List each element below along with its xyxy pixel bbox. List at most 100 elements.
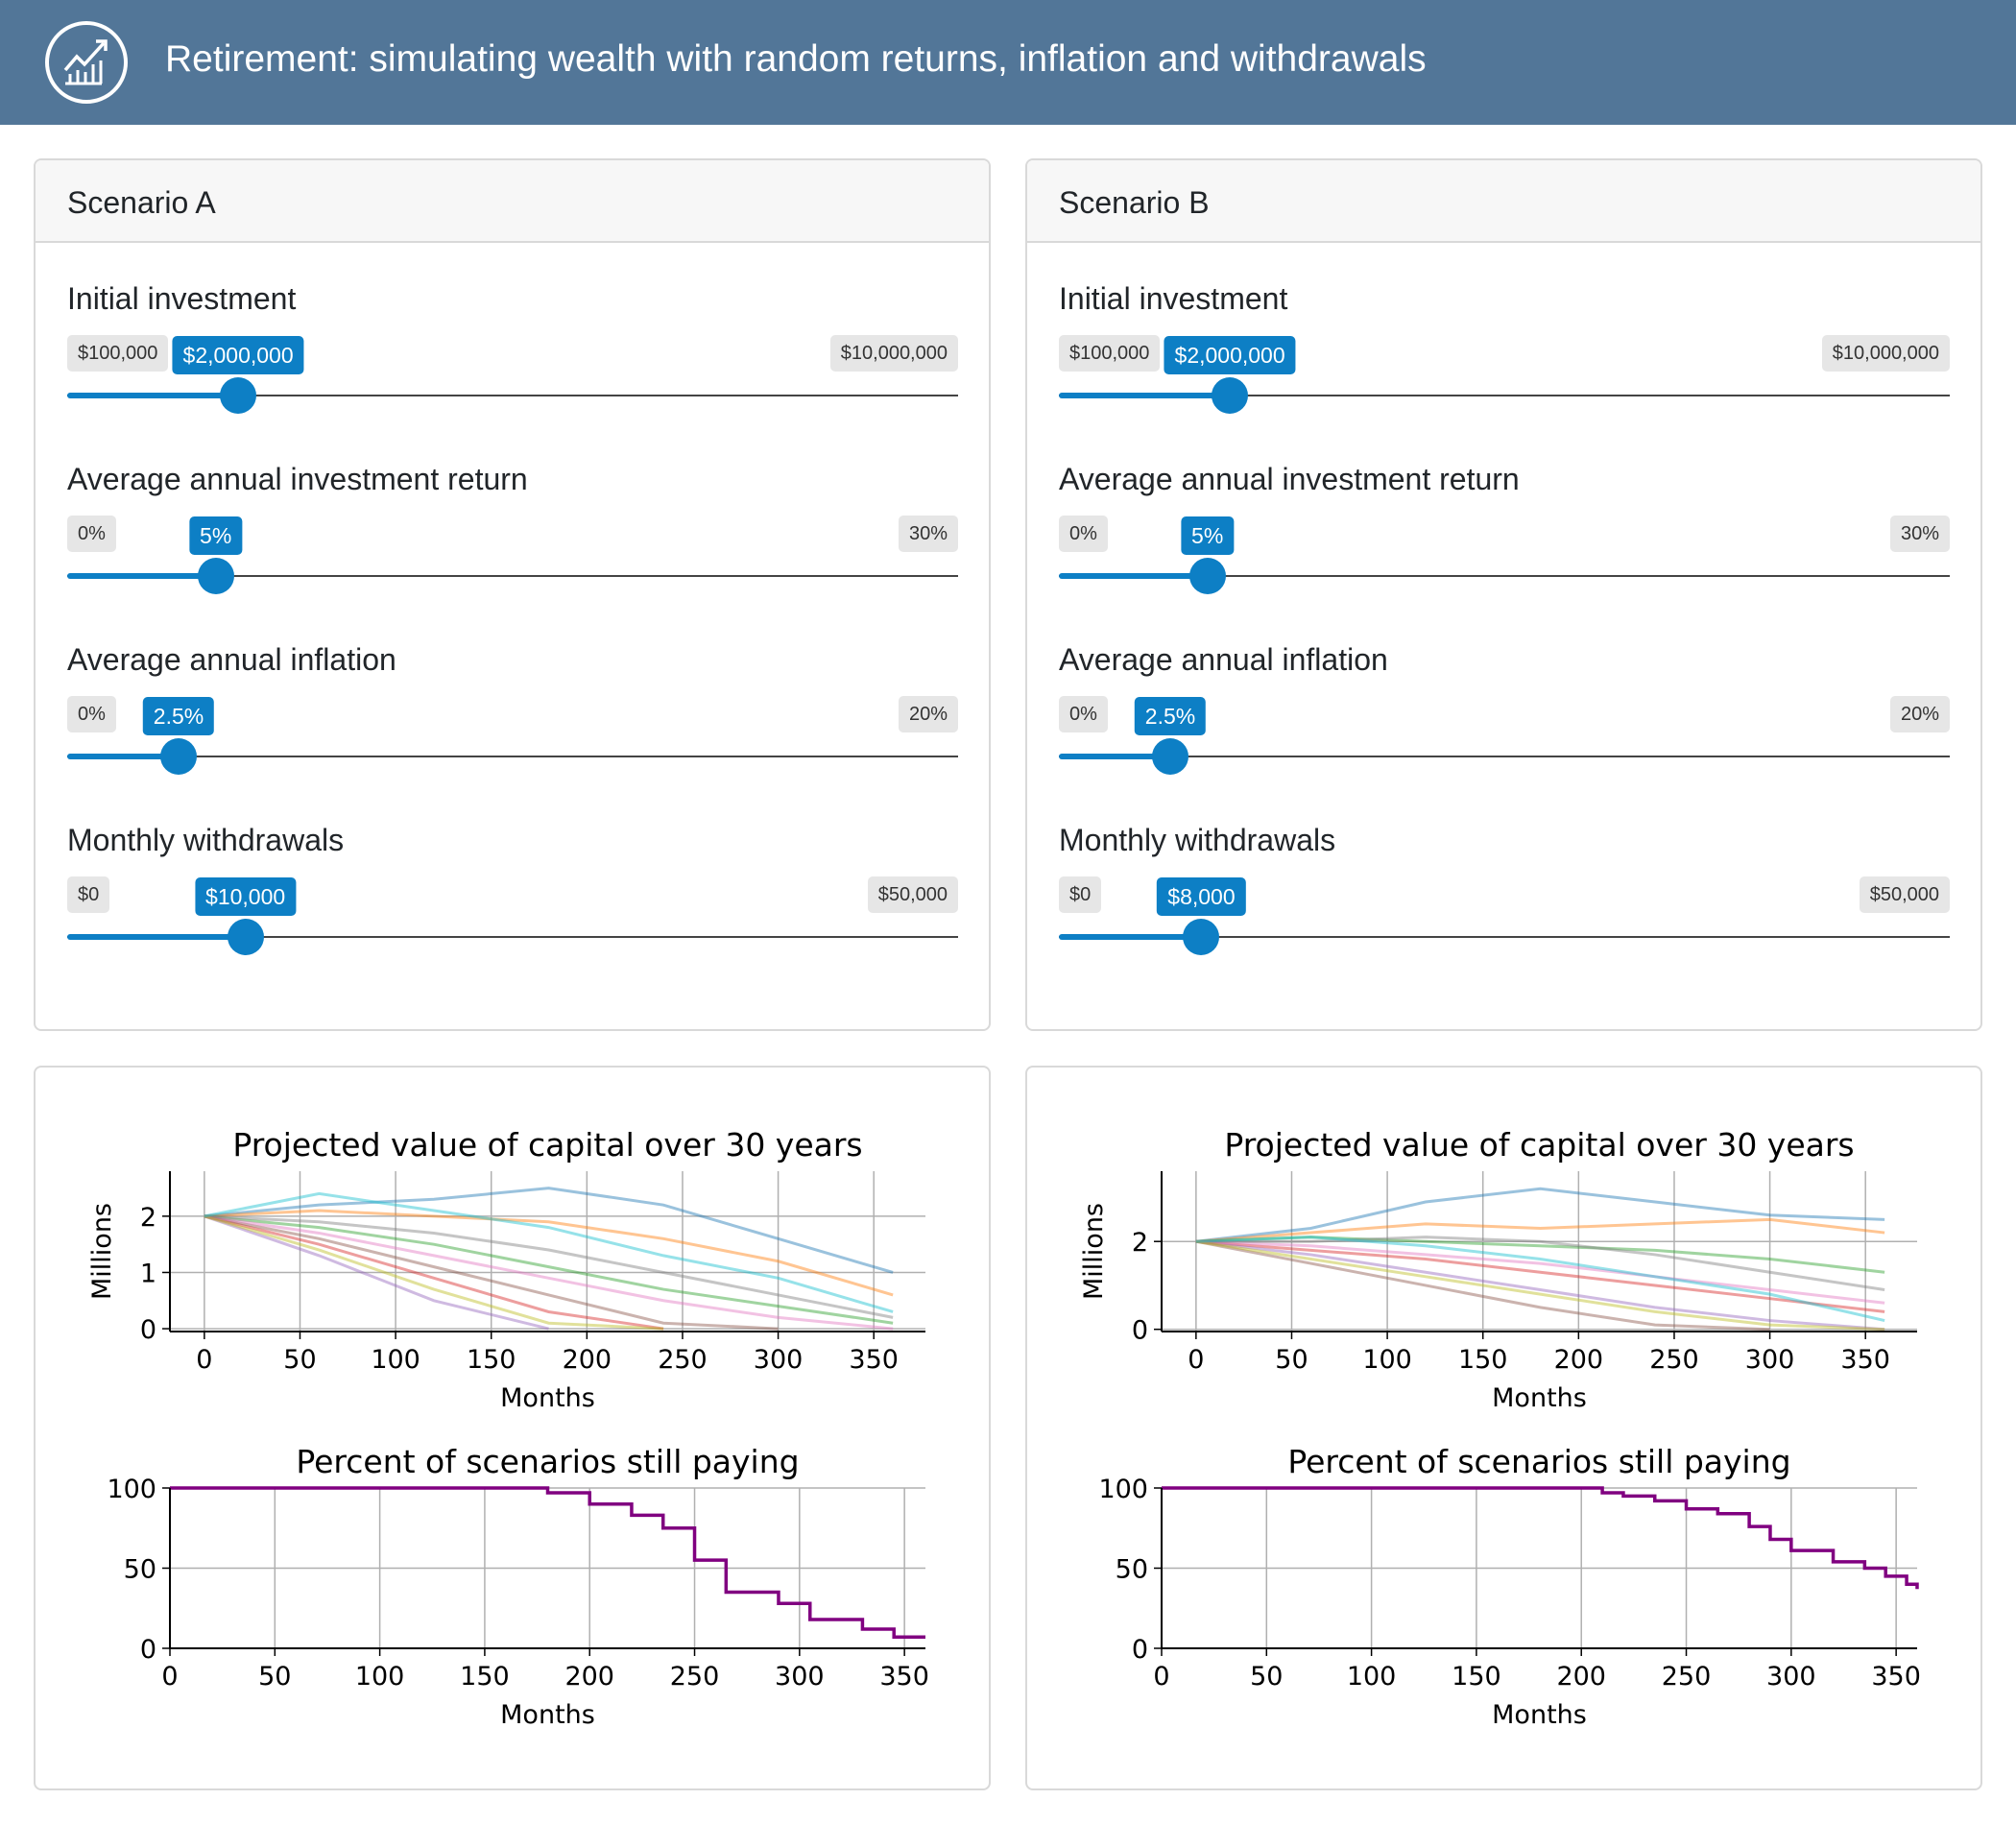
x-axis-label: Months (500, 1383, 595, 1413)
slider-thumb[interactable] (227, 919, 264, 955)
x-tick-label: 150 (1452, 1662, 1501, 1692)
series-line (204, 1191, 894, 1313)
slider-control: Average annual inflation 0% 20% 2.5% (1059, 642, 1950, 815)
series-line (204, 1187, 894, 1274)
slider-max-label: 20% (898, 696, 958, 732)
slider-label: Average annual investment return (1059, 462, 1520, 496)
slider-value-label: 5% (1181, 516, 1235, 555)
slider-fill (67, 573, 216, 579)
slider-min-label: $0 (1059, 876, 1102, 913)
series-line (1195, 1236, 1885, 1292)
slider-label: Monthly withdrawals (67, 823, 345, 857)
x-tick-label: 200 (564, 1662, 614, 1692)
slider-track[interactable] (67, 575, 958, 577)
slider-thumb[interactable] (1152, 738, 1188, 775)
slider-max-label: 30% (898, 516, 958, 552)
slider-track[interactable] (67, 936, 958, 938)
slider-thumb[interactable] (220, 377, 257, 414)
series-line (204, 1214, 664, 1331)
x-tick-label: 100 (355, 1662, 405, 1692)
series-line (1195, 1236, 1885, 1323)
series-line (204, 1214, 894, 1319)
slider-control: Monthly withdrawals $0 $50,000 $8,000 (1059, 823, 1950, 996)
card-title: Scenario B (1027, 160, 1980, 243)
slider-min-label: 0% (1059, 696, 1108, 732)
chart-title: Projected value of capital over 30 years (1224, 1126, 1854, 1164)
y-tick-label: 100 (1098, 1475, 1148, 1504)
slider-thumb[interactable] (1188, 558, 1226, 594)
series-line (1195, 1239, 1885, 1313)
slider-thumb[interactable] (1212, 377, 1249, 414)
y-tick-label: 1 (140, 1259, 156, 1288)
x-tick-label: 250 (1649, 1345, 1699, 1375)
y-tick-label: 0 (1132, 1635, 1148, 1665)
chart-title: Percent of scenarios still paying (1287, 1443, 1790, 1480)
slider-max-label: 20% (1889, 696, 1950, 732)
slider-value-label: 2.5% (1134, 697, 1207, 735)
slider-control: Average annual inflation 0% 20% 2.5% (67, 642, 958, 815)
x-tick-label: 300 (1745, 1345, 1795, 1375)
slider-track[interactable] (1059, 936, 1950, 938)
slider-max-label: $50,000 (1859, 876, 1950, 913)
series-line (1195, 1236, 1885, 1274)
slider-fill (67, 934, 246, 940)
x-tick-label: 250 (1662, 1662, 1712, 1692)
x-tick-label: 300 (1766, 1662, 1816, 1692)
slider-control: Average annual investment return 0% 30% … (1059, 462, 1950, 635)
series-line (1195, 1239, 1885, 1332)
slider-fill (1059, 573, 1208, 579)
series-line (204, 1214, 664, 1331)
slider-track[interactable] (1059, 395, 1950, 396)
scenario-b-charts: 0 50 100 150 200 250 300 350 0 2 Projected value o… (1025, 1066, 1982, 1790)
series-line (204, 1214, 779, 1331)
slider-control: Initial investment $100,000 $10,000,000 … (67, 281, 958, 454)
x-tick-label: 350 (879, 1662, 929, 1692)
percent-line (170, 1486, 925, 1640)
y-tick-label: 100 (107, 1475, 156, 1504)
slider-control: Average annual investment return 0% 30% … (67, 462, 958, 635)
slider-max-label: $50,000 (867, 876, 958, 913)
slider-track[interactable] (1059, 575, 1950, 577)
slider-min-label: 0% (1059, 516, 1108, 552)
slider-thumb[interactable] (1183, 919, 1220, 955)
chart-growth-icon (45, 21, 128, 104)
scenario-b-chart-area: 0 50 100 150 200 250 300 350 0 2 Projected value o… (1079, 1126, 1921, 1730)
slider-thumb[interactable] (160, 738, 197, 775)
app-header: Retirement: simulating wealth with rando… (0, 0, 2016, 125)
slider-thumb[interactable] (197, 558, 234, 594)
chart-title: Percent of scenarios still paying (296, 1443, 799, 1480)
slider-label: Initial investment (1059, 281, 1288, 316)
x-tick-label: 0 (196, 1345, 212, 1375)
x-tick-label: 50 (1275, 1345, 1308, 1375)
slider-fill (67, 754, 179, 759)
x-tick-label: 0 (1188, 1345, 1204, 1375)
x-tick-label: 50 (283, 1345, 316, 1375)
x-tick-label: 300 (754, 1345, 804, 1375)
y-tick-label: 0 (1132, 1316, 1148, 1346)
slider-label: Initial investment (67, 281, 297, 316)
x-tick-label: 350 (849, 1345, 899, 1375)
x-axis-label: Months (1492, 1383, 1587, 1413)
series-line (1195, 1187, 1885, 1243)
slider-value-label: $2,000,000 (1164, 336, 1296, 374)
slider-label: Average annual inflation (1059, 642, 1388, 677)
y-axis-label: Millions (87, 1203, 117, 1300)
slider-track[interactable] (67, 756, 958, 757)
series-line (1195, 1239, 1770, 1332)
slider-value-label: $2,000,000 (172, 336, 304, 374)
slider-fill (67, 393, 239, 398)
slider-fill (1059, 393, 1231, 398)
series-line (204, 1214, 894, 1325)
x-tick-label: 150 (1458, 1345, 1508, 1375)
slider-min-label: 0% (67, 516, 116, 552)
y-tick-label: 0 (140, 1635, 156, 1665)
x-tick-label: 100 (1362, 1345, 1412, 1375)
x-tick-label: 200 (1556, 1662, 1606, 1692)
slider-track[interactable] (1059, 756, 1950, 757)
slider-track[interactable] (67, 395, 958, 396)
slider-control: Monthly withdrawals $0 $50,000 $10,000 (67, 823, 958, 996)
y-axis-label: Millions (1079, 1203, 1109, 1300)
y-tick-label: 0 (140, 1315, 156, 1345)
x-tick-label: 50 (258, 1662, 291, 1692)
scenario-a-charts: 0 50 100 150 200 250 300 350 0 1 2 Projected value … (34, 1066, 991, 1790)
